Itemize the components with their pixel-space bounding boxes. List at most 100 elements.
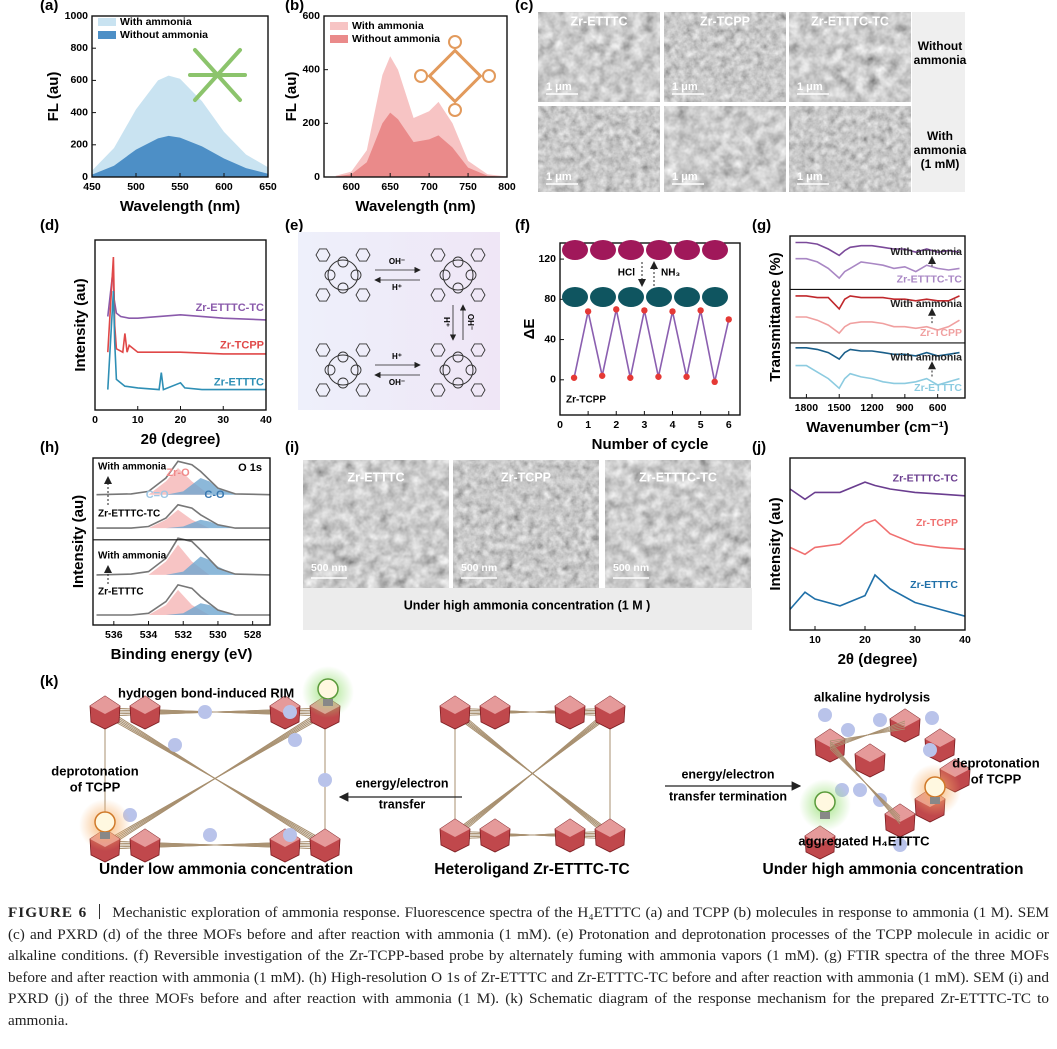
x-tick-label: 800 — [498, 181, 516, 193]
x-tick-label: 4 — [670, 419, 676, 431]
legend-swatch — [330, 22, 348, 30]
scheme-caption: Heteroligand Zr-ETTTC-TC — [434, 861, 629, 878]
linker — [454, 707, 611, 840]
legend-label: Without ammonia — [120, 29, 208, 41]
line — [96, 503, 270, 529]
marker — [697, 307, 704, 314]
figure: (a) (b) (c)(d) (e) (f) (g)(h) (i) (j)(k)450 500 5… — [40, 0, 1040, 878]
legend-label: With ammonia — [352, 20, 424, 32]
plot-frame — [323, 15, 508, 178]
sem-image — [789, 106, 911, 192]
panel-label: (a) — [40, 0, 58, 14]
annotation: Zr-O — [166, 467, 190, 479]
line — [795, 241, 960, 257]
phenyl — [430, 343, 446, 357]
x-tick-label: 600 — [342, 181, 360, 193]
reagent-label: H⁺ — [442, 317, 451, 327]
pyrrole — [350, 364, 362, 376]
y-tick-label: 0 — [550, 374, 556, 386]
molecule — [327, 354, 359, 386]
zr-cluster-face — [90, 696, 120, 714]
sem-image — [453, 460, 599, 588]
pyrrole — [337, 351, 349, 363]
scheme-label: aggregated H₄ETTTC — [798, 833, 930, 848]
y-tick-label: 1000 — [65, 10, 89, 22]
x-tick-label: 6 — [726, 419, 732, 431]
sem-image — [664, 106, 786, 192]
zr-cluster-face — [925, 729, 955, 747]
pyrrole — [350, 269, 362, 281]
ammonia — [893, 838, 907, 852]
x-tick-label: 5 — [698, 419, 704, 431]
plot-frame — [789, 235, 966, 399]
color-dot — [562, 240, 588, 260]
y-tick-label: 80 — [544, 293, 556, 305]
color-dot — [562, 287, 588, 307]
y-tick-label: 200 — [70, 139, 88, 151]
pyrrole — [452, 282, 464, 294]
scheme-caption: Under low ammonia concentration — [99, 861, 353, 878]
y-axis-label: FL (au) — [283, 72, 300, 122]
x-tick-label: 536 — [105, 629, 123, 641]
x-tick-label: 10 — [809, 634, 821, 646]
x-axis-label: Binding energy (eV) — [111, 646, 253, 663]
panel-label: (f) — [515, 217, 530, 234]
panel-label: (d) — [40, 217, 59, 234]
scheme-label: energy/electron — [681, 767, 774, 781]
marker — [570, 374, 578, 381]
panel-label: (k) — [40, 673, 58, 690]
phenyl — [355, 383, 371, 397]
x-tick-label: 550 — [171, 181, 189, 193]
x-tick-label: 1 — [585, 419, 591, 431]
color-dot — [618, 287, 644, 307]
pyrrole — [439, 269, 451, 281]
scheme-label: of TCPP — [971, 771, 1022, 786]
y-axis-label: FL (au) — [45, 72, 62, 122]
y-axis-label: Intensity (au) — [72, 278, 89, 371]
zr-cluster-face — [310, 829, 340, 847]
bulb-base — [323, 699, 333, 706]
phenyl — [430, 383, 446, 397]
separator — [99, 904, 101, 919]
annotation: With ammonia — [98, 462, 167, 473]
x-tick-label: 530 — [209, 629, 227, 641]
plot-frame — [789, 457, 966, 631]
area — [335, 112, 507, 177]
x-tick-label: 650 — [381, 181, 399, 193]
pyrrole — [337, 377, 349, 389]
plot-frame — [92, 457, 271, 626]
molecule — [442, 259, 474, 291]
y-tick-label: 120 — [538, 253, 556, 265]
zr-cluster-face — [440, 696, 470, 714]
x-tick-label: 20 — [175, 414, 187, 426]
ammonia — [923, 743, 937, 757]
series-label: Zr-TCPP — [916, 517, 958, 529]
pyrrole — [337, 282, 349, 294]
x-tick-label: 750 — [459, 181, 477, 193]
phenyl — [315, 383, 331, 397]
x-axis-label: Wavenumber (cm⁻¹) — [806, 419, 948, 436]
column-label: Zr-ETTTC — [571, 14, 628, 28]
series-label: With ammonia — [890, 298, 962, 310]
series-label: Zr-ETTTC-TC — [196, 302, 264, 314]
scheme-label: deprotonation — [952, 755, 1039, 770]
ammonia — [841, 723, 855, 737]
phenyl — [470, 383, 486, 397]
line — [789, 518, 966, 556]
molecule — [442, 354, 474, 386]
annotation: C-O — [204, 489, 225, 501]
column-label: Zr-ETTTC — [348, 470, 405, 484]
zr-cluster-face — [855, 744, 885, 762]
zr-cluster-face — [130, 696, 160, 714]
ammonia — [925, 711, 939, 725]
bulb — [924, 776, 946, 798]
area — [92, 135, 268, 177]
marker — [627, 374, 634, 381]
series-label: With ammonia — [890, 351, 962, 363]
pyrrole — [465, 269, 477, 281]
ammonia — [853, 783, 867, 797]
phenyl — [470, 288, 486, 302]
color-dot — [590, 240, 616, 260]
scheme-label: hydrogen bond-induced RIM — [118, 685, 294, 700]
